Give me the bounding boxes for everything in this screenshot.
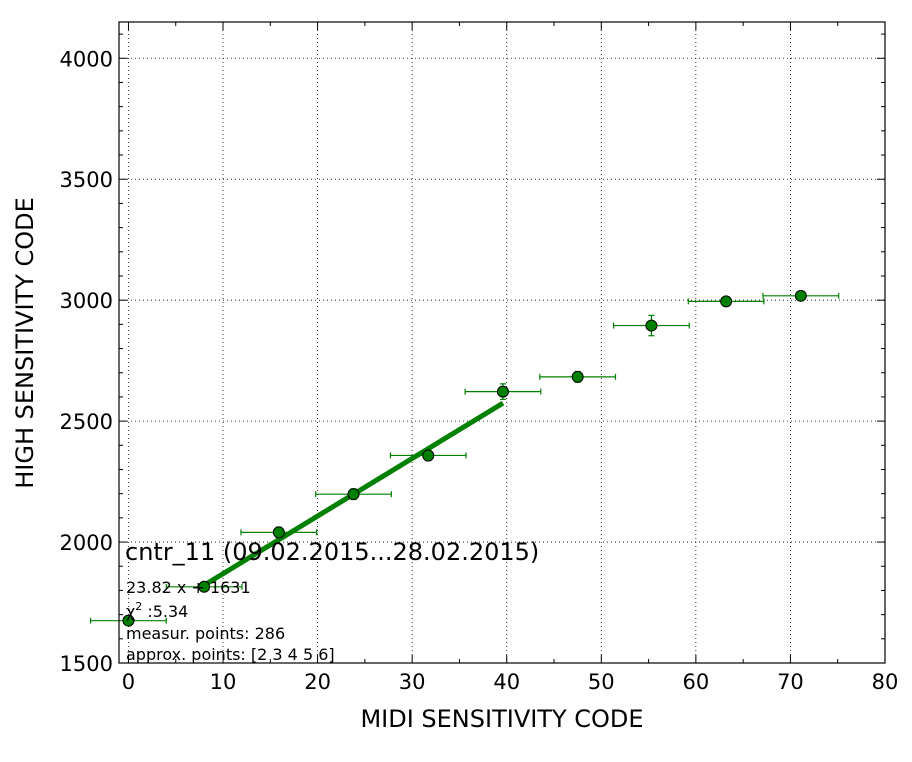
point-marker bbox=[272, 526, 285, 539]
y-tick-label: 2000 bbox=[60, 531, 113, 555]
point-marker bbox=[347, 488, 360, 501]
annotations: cntr_11 (09.02.2015...28.02.2015) 23.82 … bbox=[125, 538, 539, 664]
annotation-chi2: χ2 :5.34 bbox=[126, 600, 188, 621]
data-point bbox=[389, 449, 467, 462]
annotation-measur-points: measur. points: 286 bbox=[126, 624, 285, 643]
point-marker bbox=[198, 580, 211, 593]
chi-symbol: χ bbox=[126, 602, 135, 621]
annotation-approx-points: approx. points: [2 3 4 5 6] bbox=[126, 645, 335, 664]
data-point bbox=[612, 314, 690, 337]
x-tick-label: 80 bbox=[872, 670, 899, 694]
point-marker bbox=[422, 449, 435, 462]
x-tick-label: 50 bbox=[588, 670, 615, 694]
y-axis-label: HIGH SENSITIVITY CODE bbox=[11, 197, 39, 489]
point-marker bbox=[720, 295, 733, 308]
point-marker bbox=[645, 319, 658, 332]
point-marker bbox=[122, 614, 135, 627]
annotation-formula: 23.82 x + 1631 bbox=[126, 578, 251, 597]
data-point bbox=[240, 526, 318, 539]
point-marker bbox=[571, 370, 584, 383]
point-marker bbox=[794, 289, 807, 302]
plot-frame bbox=[118, 21, 886, 664]
x-tick-labels: 0 10 20 30 40 50 60 70 80 bbox=[122, 670, 899, 694]
chi-superscript: 2 bbox=[135, 600, 142, 613]
data-point bbox=[762, 289, 840, 302]
data-point bbox=[165, 580, 243, 593]
y-tick-label: 1500 bbox=[60, 652, 113, 676]
data-point bbox=[464, 383, 542, 400]
x-tick-label: 30 bbox=[399, 670, 426, 694]
x-tick-label: 70 bbox=[777, 670, 804, 694]
data-point bbox=[687, 295, 765, 308]
y-tick-label: 4000 bbox=[60, 47, 113, 71]
data-point bbox=[539, 370, 617, 383]
point-marker bbox=[496, 385, 509, 398]
y-tick-label: 2500 bbox=[60, 410, 113, 434]
data-point bbox=[90, 614, 167, 627]
chi-value: :5.34 bbox=[142, 602, 188, 621]
x-tick-label: 0 bbox=[122, 670, 135, 694]
data-point bbox=[315, 488, 392, 501]
data-points bbox=[90, 289, 840, 627]
y-tick-label: 3000 bbox=[60, 289, 113, 313]
x-tick-label: 20 bbox=[304, 670, 331, 694]
x-axis-label: MIDI SENSITIVITY CODE bbox=[360, 705, 643, 733]
x-tick-label: 10 bbox=[210, 670, 237, 694]
y-tick-label: 3500 bbox=[60, 168, 113, 192]
y-tick-labels: 1500 2000 2500 3000 3500 4000 bbox=[60, 47, 113, 676]
annotation-title: cntr_11 (09.02.2015...28.02.2015) bbox=[125, 538, 539, 566]
x-tick-label: 40 bbox=[493, 670, 520, 694]
axis-ticks bbox=[119, 22, 886, 664]
x-tick-label: 60 bbox=[682, 670, 709, 694]
